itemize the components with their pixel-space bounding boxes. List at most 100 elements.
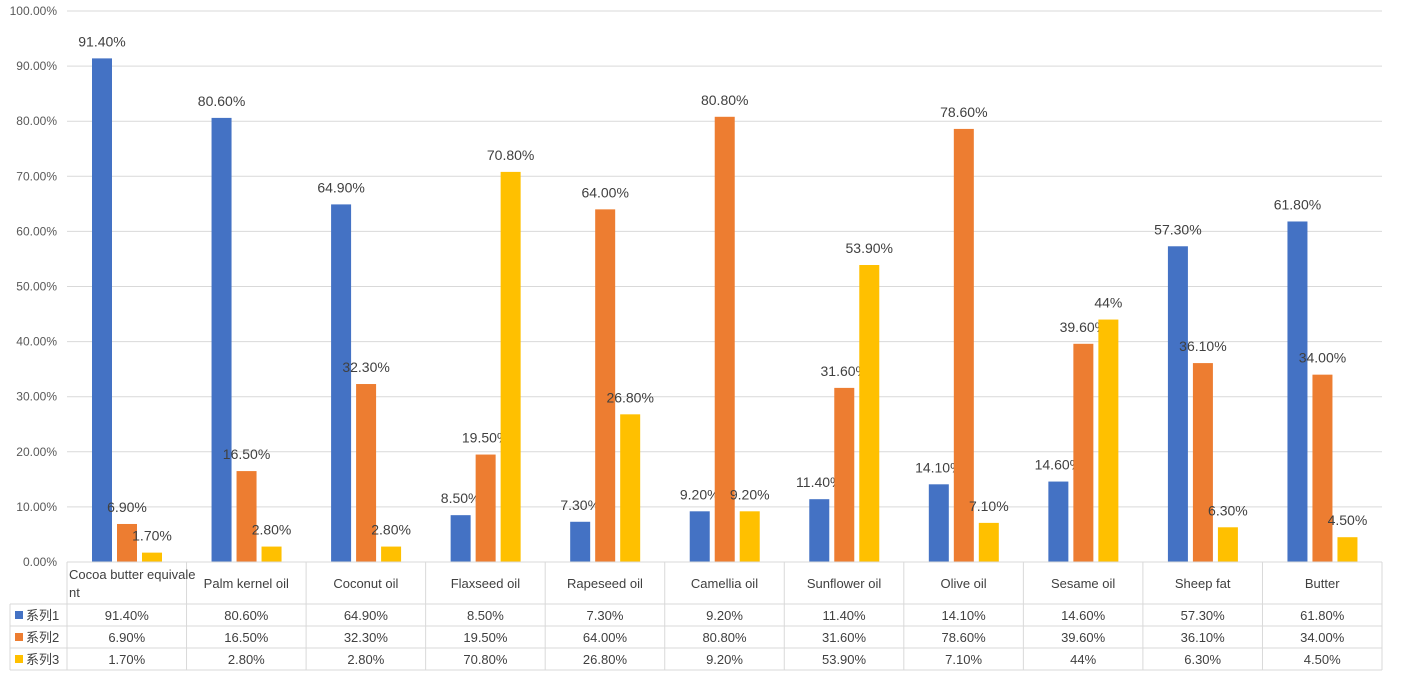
bar-1 xyxy=(92,58,112,563)
table-cell: 9.20% xyxy=(706,608,743,623)
data-label: 61.80% xyxy=(1274,196,1321,212)
data-label: 16.50% xyxy=(223,446,270,462)
data-label: 7.30% xyxy=(560,497,600,513)
bar-2 xyxy=(117,523,137,562)
data-label: 57.30% xyxy=(1154,221,1201,237)
category-label: Olive oil xyxy=(940,576,986,591)
table-cell: 32.30% xyxy=(344,630,389,645)
category-label: Camellia oil xyxy=(691,576,758,591)
table-cell: 39.60% xyxy=(1061,630,1106,645)
category-label: Sesame oil xyxy=(1051,576,1115,591)
data-label: 14.10% xyxy=(915,459,962,475)
bar-3 xyxy=(261,546,282,562)
bar-2 xyxy=(1073,343,1094,562)
table-cell: 34.00% xyxy=(1300,630,1345,645)
data-label: 6.30% xyxy=(1208,502,1248,518)
y-tick-label: 60.00% xyxy=(16,224,57,238)
bar-1 xyxy=(450,515,471,562)
data-label: 2.80% xyxy=(371,522,411,538)
legend-label: 系列3 xyxy=(26,652,59,667)
bar-2 xyxy=(236,471,257,562)
data-label: 8.50% xyxy=(441,490,481,506)
table-cell: 61.80% xyxy=(1300,608,1345,623)
category-label: Coconut oil xyxy=(333,576,398,591)
table-cell: 80.60% xyxy=(224,608,269,623)
data-label: 39.60% xyxy=(1060,319,1107,335)
data-label: 19.50% xyxy=(462,430,509,446)
table-cell: 19.50% xyxy=(463,630,508,645)
category-label: Flaxseed oil xyxy=(451,576,520,591)
bar-3 xyxy=(1098,319,1119,562)
legend-swatch-2 xyxy=(15,633,23,641)
bar-1 xyxy=(1048,481,1069,562)
data-label: 2.80% xyxy=(252,522,292,538)
data-label: 80.80% xyxy=(701,92,748,108)
data-label: 53.90% xyxy=(846,240,893,256)
data-label: 9.20% xyxy=(680,486,720,502)
y-tick-label: 70.00% xyxy=(16,169,57,183)
table-cell: 70.80% xyxy=(463,652,508,667)
category-label: Sheep fat xyxy=(1175,576,1231,591)
table-cell: 8.50% xyxy=(467,608,504,623)
table-cell: 9.20% xyxy=(706,652,743,667)
bar-3 xyxy=(1337,537,1358,562)
data-label: 4.50% xyxy=(1328,512,1368,528)
bar-3 xyxy=(142,552,162,562)
bar-2 xyxy=(595,209,616,563)
data-label: 78.60% xyxy=(940,104,987,120)
bar-2 xyxy=(834,387,855,562)
table-cell: 7.10% xyxy=(945,652,982,667)
bar-1 xyxy=(1287,221,1308,562)
table-cell: 6.90% xyxy=(108,630,145,645)
data-label: 6.90% xyxy=(107,499,147,515)
y-tick-label: 100.00% xyxy=(10,4,58,18)
data-label: 7.10% xyxy=(969,498,1009,514)
table-cell: 44% xyxy=(1070,652,1096,667)
table-cell: 14.10% xyxy=(942,608,987,623)
y-tick-label: 90.00% xyxy=(16,59,57,73)
category-label: Rapeseed oil xyxy=(567,576,643,591)
bar-1 xyxy=(689,511,710,562)
bar-2 xyxy=(356,384,377,562)
table-cell: 6.30% xyxy=(1184,652,1221,667)
category-label: Cocoa butter equivale nt xyxy=(69,567,195,600)
data-label: 11.40% xyxy=(796,474,842,490)
y-tick-label: 80.00% xyxy=(16,114,57,128)
legend-swatch-3 xyxy=(15,655,23,663)
table-cell: 91.40% xyxy=(105,608,150,623)
bar-3 xyxy=(859,265,880,562)
data-label: 70.80% xyxy=(487,147,534,163)
y-tick-label: 10.00% xyxy=(16,500,57,514)
category-label: Palm kernel oil xyxy=(204,576,289,591)
table-cell: 26.80% xyxy=(583,652,628,667)
table-cell: 11.40% xyxy=(822,608,866,623)
table-cell: 78.60% xyxy=(942,630,987,645)
data-label: 36.10% xyxy=(1179,338,1226,354)
category-label: Butter xyxy=(1305,576,1340,591)
data-label: 9.20% xyxy=(730,486,770,502)
data-label: 26.80% xyxy=(606,389,653,405)
data-label: 64.90% xyxy=(317,179,364,195)
table-cell: 64.00% xyxy=(583,630,628,645)
table-cell: 2.80% xyxy=(347,652,384,667)
y-tick-label: 30.00% xyxy=(16,390,57,404)
y-tick-label: 20.00% xyxy=(16,445,57,459)
data-label: 34.00% xyxy=(1299,350,1346,366)
data-label: 44% xyxy=(1094,295,1122,311)
bar-2 xyxy=(714,116,735,563)
y-tick-label: 0.00% xyxy=(23,555,57,569)
table-cell: 53.90% xyxy=(822,652,867,667)
data-label: 14.60% xyxy=(1035,457,1082,473)
data-label: 91.40% xyxy=(78,33,125,49)
bar-1 xyxy=(809,499,830,562)
legend-label: 系列2 xyxy=(26,630,59,645)
bar-1 xyxy=(928,484,949,562)
bar-3 xyxy=(1217,527,1238,562)
data-label: 31.60% xyxy=(821,363,868,379)
category-label: Sunflower oil xyxy=(807,576,882,591)
bar-2 xyxy=(953,128,974,562)
data-label: 32.30% xyxy=(342,359,389,375)
data-label: 80.60% xyxy=(198,93,245,109)
